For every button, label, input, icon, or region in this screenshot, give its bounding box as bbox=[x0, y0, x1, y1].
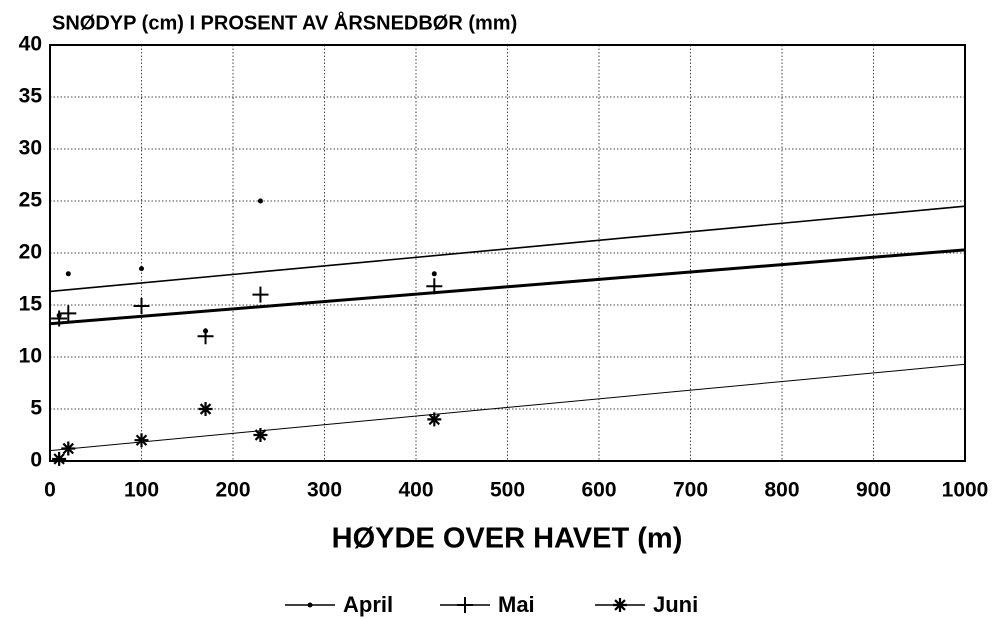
y-tick-label: 5 bbox=[30, 397, 42, 420]
marker-star bbox=[52, 451, 67, 466]
y-tick-label: 20 bbox=[19, 241, 42, 264]
trend-line bbox=[49, 205, 966, 293]
x-tick-label: 500 bbox=[490, 479, 525, 502]
trend-line bbox=[49, 248, 966, 326]
y-tick-label: 30 bbox=[19, 137, 42, 160]
x-tick-label: 800 bbox=[764, 479, 799, 502]
legend-label: Juni bbox=[653, 592, 698, 617]
marker-dot bbox=[257, 198, 263, 204]
x-tick-label: 900 bbox=[856, 479, 891, 502]
y-tick-label: 25 bbox=[19, 189, 43, 212]
marker-plus bbox=[197, 328, 214, 345]
marker-plus bbox=[457, 597, 473, 613]
marker-dot bbox=[65, 271, 71, 277]
x-tick-label: 200 bbox=[215, 479, 250, 502]
marker-star bbox=[134, 433, 149, 448]
x-tick-label: 600 bbox=[581, 479, 616, 502]
x-axis-label: HØYDE OVER HAVET (m) bbox=[332, 523, 683, 555]
marker-plus bbox=[60, 305, 77, 322]
marker-dot bbox=[139, 266, 144, 272]
x-tick-label: 1000 bbox=[942, 479, 989, 502]
marker-star bbox=[253, 428, 268, 442]
x-tick-label: 300 bbox=[307, 479, 342, 502]
marker-plus bbox=[133, 298, 150, 315]
marker-dot bbox=[431, 271, 437, 277]
legend-label: Mai bbox=[498, 592, 535, 617]
x-tick-label: 100 bbox=[124, 479, 159, 502]
marker-dot bbox=[307, 602, 313, 608]
marker-star bbox=[198, 402, 213, 416]
y-tick-label: 15 bbox=[19, 293, 43, 316]
x-tick-label: 700 bbox=[673, 479, 708, 502]
marker-plus bbox=[426, 278, 443, 295]
marker-star bbox=[613, 598, 627, 612]
marker-star bbox=[61, 441, 76, 456]
x-tick-label: 0 bbox=[44, 479, 56, 502]
y-tick-label: 40 bbox=[19, 33, 42, 56]
marker-star bbox=[427, 412, 442, 427]
y-tick-label: 10 bbox=[19, 345, 42, 368]
y-tick-label: 0 bbox=[30, 449, 42, 472]
marker-plus bbox=[252, 286, 269, 303]
legend-label: April bbox=[343, 592, 393, 617]
marker-plus bbox=[51, 310, 68, 327]
x-tick-label: 400 bbox=[398, 479, 433, 502]
trend-line bbox=[49, 363, 966, 452]
y-tick-label: 35 bbox=[19, 85, 43, 108]
chart-title: SNØDYP (cm) I PROSENT AV ÅRSNEDBØR (mm) bbox=[52, 10, 517, 34]
plot-frame bbox=[49, 44, 966, 462]
